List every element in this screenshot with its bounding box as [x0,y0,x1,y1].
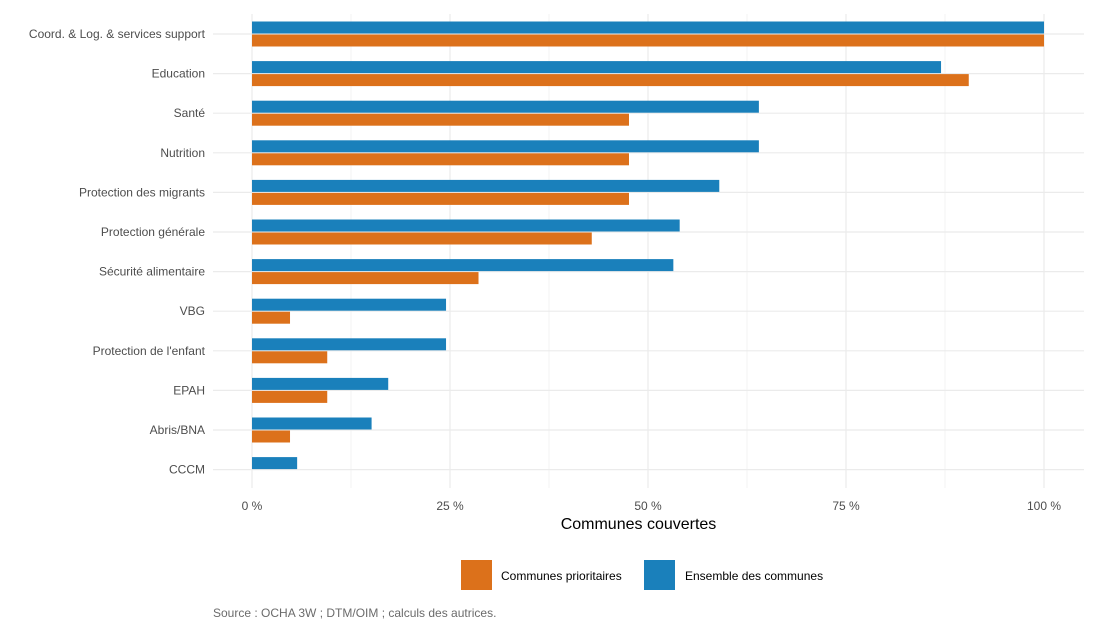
bar-ensemble-des-communes [252,417,372,430]
bar-communes-prioritaires [252,113,629,126]
category-label: Abris/BNA [150,423,205,437]
x-tick-label: 75 % [832,499,860,513]
category-label: VBG [180,304,205,318]
category-label: CCCM [169,463,205,477]
category-label: Sécurité alimentaire [99,265,205,279]
x-tick-label: 50 % [634,499,662,513]
bar-ensemble-des-communes [252,100,759,113]
bar-ensemble-des-communes [252,457,298,470]
category-label: Protection générale [101,225,205,239]
bar-communes-prioritaires [252,74,969,87]
category-label: Protection de l'enfant [93,344,206,358]
category-label: Protection des migrants [79,185,205,199]
bar-communes-prioritaires [252,430,291,443]
category-label: EPAH [173,383,205,397]
bar-communes-prioritaires [252,232,592,245]
bar-communes-prioritaires [252,192,629,205]
chart-caption: Source : OCHA 3W ; DTM/OIM ; calculs des… [213,606,496,620]
bar-communes-prioritaires [252,311,291,324]
bars [252,21,1044,470]
category-label: Santé [174,106,206,120]
bar-communes-prioritaires [252,34,1044,47]
x-tick-label: 0 % [242,499,263,513]
bar-communes-prioritaires [252,153,629,166]
legend-key [644,560,675,590]
bar-ensemble-des-communes [252,21,1044,34]
category-label: Nutrition [160,146,205,160]
legend-key [461,560,492,590]
legend-label: Ensemble des communes [685,569,823,583]
legend: Communes prioritaires Ensemble des commun… [461,560,823,590]
legend-label: Communes prioritaires [501,569,622,583]
bar-communes-prioritaires [252,390,328,403]
bar-ensemble-des-communes [252,179,720,192]
category-labels: Coord. & Log. & services support Educatio… [29,27,206,477]
bar-communes-prioritaires [252,272,479,285]
bar-ensemble-des-communes [252,377,389,390]
bar-ensemble-des-communes [252,298,447,311]
bar-ensemble-des-communes [252,338,447,351]
x-tick-labels: 0 % 25 % 50 % 75 % 100 % [242,499,1062,513]
bar-ensemble-des-communes [252,219,680,232]
bar-ensemble-des-communes [252,61,942,74]
grid [213,14,1084,488]
bar-ensemble-des-communes [252,140,759,153]
x-tick-label: 100 % [1027,499,1061,513]
bar-ensemble-des-communes [252,259,674,272]
category-label: Education [152,67,205,81]
x-tick-label: 25 % [436,499,464,513]
category-label: Coord. & Log. & services support [29,27,206,41]
x-axis-title: Communes couvertes [561,516,717,533]
bar-communes-prioritaires [252,351,328,364]
